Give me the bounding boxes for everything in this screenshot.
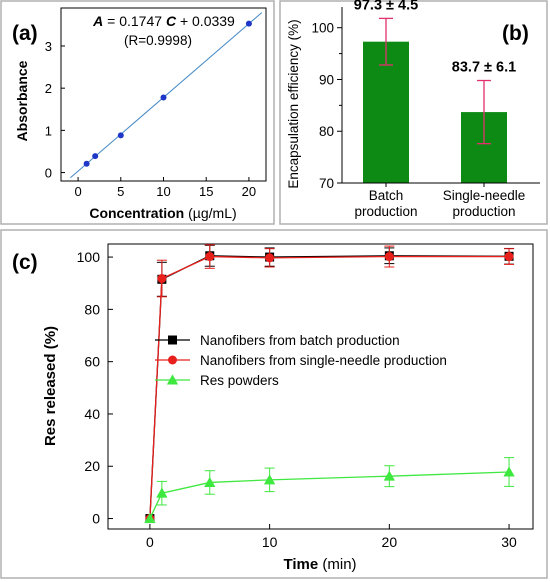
y-tick-label: 90 xyxy=(319,72,334,87)
data-point xyxy=(204,476,216,487)
y-tick-label: 40 xyxy=(84,406,100,422)
y-tick-label: 2 xyxy=(45,81,52,96)
x-tick-label: 10 xyxy=(262,534,278,550)
data-point xyxy=(83,160,90,167)
series-circle xyxy=(145,244,515,524)
release-chart: 0 10 20 30 0 20 40 60 80 100 Nanofibers from batc… xyxy=(42,243,534,573)
calibration-y-axis-label: Absorbance xyxy=(14,60,30,141)
series-line xyxy=(149,471,510,519)
legend-label: Nanofibers from single-needle production xyxy=(200,353,447,368)
y-tick-label: 0 xyxy=(92,511,100,527)
data-point xyxy=(92,153,99,160)
data-point xyxy=(384,252,394,262)
x-tick-label: 30 xyxy=(501,534,517,550)
y-tick-label: 80 xyxy=(84,301,100,317)
data-point xyxy=(504,252,514,262)
legend-marker xyxy=(168,355,177,365)
bar-value-label: 83.7 ± 6.1 xyxy=(452,60,516,76)
series-triangle xyxy=(144,457,515,524)
y-tick-label: 100 xyxy=(77,249,101,265)
y-tick-label: 3 xyxy=(45,39,52,54)
data-point xyxy=(156,487,168,498)
data-point xyxy=(265,253,275,263)
legend-marker xyxy=(166,374,179,385)
panel-b-label: (b) xyxy=(502,22,529,45)
calibration-fit-line xyxy=(70,12,263,179)
category-label: Single-needle production xyxy=(443,188,526,219)
x-tick-label: 0 xyxy=(146,534,154,550)
legend-marker xyxy=(168,335,177,345)
panel-b-frame xyxy=(279,0,548,225)
y-tick-label: 1 xyxy=(45,123,52,138)
calibration-equation: A = 0.1747 C + 0.0339 xyxy=(92,13,235,29)
bar-value-label: 97.3 ± 4.5 xyxy=(354,0,418,13)
calibration-r-value: (R=0.9998) xyxy=(124,33,192,48)
data-point xyxy=(503,466,515,477)
x-tick-label: 20 xyxy=(242,184,256,199)
panel-c-label: (c) xyxy=(12,251,38,274)
panel-a-label: (a) xyxy=(12,22,38,45)
release-y-axis-label: Res released (%) xyxy=(42,326,59,446)
release-plot-area xyxy=(107,243,534,530)
encapsulation-chart: 97.3 ± 4.5 83.7 ± 6.1 70 80 90 100 Batch produ… xyxy=(286,0,540,219)
encapsulation-y-axis-label: Encapsulation efficiency (%) xyxy=(286,19,301,188)
data-point xyxy=(205,252,215,262)
y-tick-label: 70 xyxy=(319,176,334,191)
legend-item: Res powders xyxy=(155,373,279,388)
legend-label: Nanofibers from batch production xyxy=(200,333,400,348)
data-point xyxy=(263,474,276,485)
x-tick-label: 15 xyxy=(199,184,213,199)
data-point xyxy=(383,470,395,481)
y-tick-label: 60 xyxy=(84,354,100,370)
y-tick-label: 20 xyxy=(84,458,100,474)
panel-c-frame xyxy=(0,229,548,579)
x-tick-label: 0 xyxy=(74,184,81,199)
category-label: Batch production xyxy=(354,188,417,219)
panel-a-frame xyxy=(0,0,275,225)
calibration-x-axis-label: Concentration (µg/mL) xyxy=(89,205,236,221)
x-tick-label: 5 xyxy=(117,184,124,199)
y-tick-label: 100 xyxy=(311,21,334,36)
legend-item: Nanofibers from batch production xyxy=(155,333,400,348)
release-x-axis-label: Time (min) xyxy=(283,556,356,573)
data-point xyxy=(157,274,167,284)
y-tick-label: 80 xyxy=(319,124,334,139)
legend-label: Res powders xyxy=(200,373,279,388)
series-line xyxy=(149,255,510,519)
x-tick-label: 20 xyxy=(382,534,398,550)
data-point xyxy=(144,512,156,524)
data-point xyxy=(160,94,167,101)
calibration-chart: 0 5 10 15 20 0 1 2 3 A = 0.1747 C + 0.0339 (R=0.… xyxy=(14,7,267,221)
legend-item: Nanofibers from single-needle production xyxy=(155,353,447,368)
data-point xyxy=(245,20,252,27)
y-tick-label: 0 xyxy=(45,166,52,181)
data-point xyxy=(117,132,124,139)
x-tick-label: 10 xyxy=(156,184,170,199)
